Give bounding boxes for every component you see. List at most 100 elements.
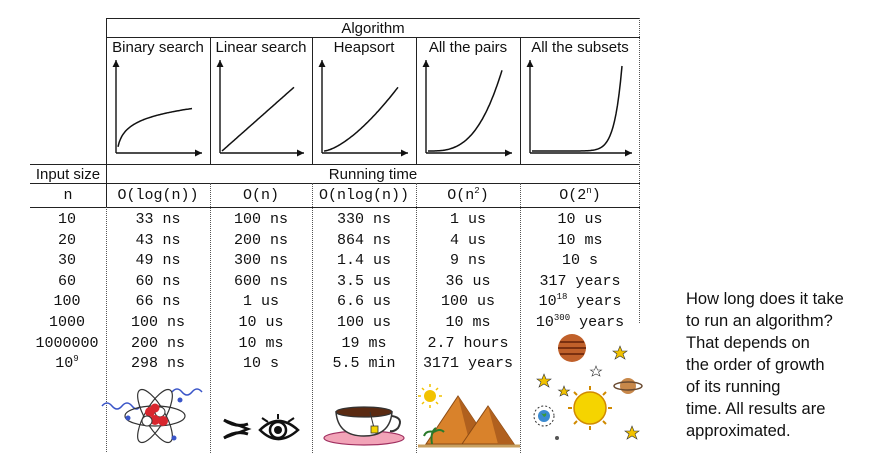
running-time-cell: 9 ns [449, 252, 486, 270]
pyramids-icon [418, 384, 520, 448]
eyes-blink-icon [223, 414, 300, 441]
input-size-value: 10 [57, 211, 76, 228]
running-time-cell: 10 ms [445, 314, 491, 331]
input-size-header: Input size [35, 166, 101, 183]
running-time-cell: 10 us [238, 314, 284, 331]
input-size-base: 10 [55, 355, 74, 373]
caption-line: the order of growth [686, 356, 825, 374]
input-size-exp: 9 [73, 354, 79, 365]
growth-curve [117, 107, 193, 147]
running-time-cell: 33 ns [135, 211, 181, 228]
growth-curve [221, 86, 295, 152]
running-time-cell: 2.7 hours [427, 334, 509, 352]
value-base: 10 [538, 293, 557, 311]
col-divider-3a [416, 37, 417, 164]
value-exp: 300 [553, 313, 571, 323]
n-header: n [63, 187, 73, 204]
growth-curve [323, 86, 399, 152]
solar-system-icon [533, 334, 643, 440]
value-unit: years [567, 293, 622, 311]
col-divider-1b [210, 183, 211, 453]
plot-axes [115, 60, 202, 154]
caption-line: of its running [686, 378, 781, 396]
algorithm-name: Binary search [112, 39, 204, 56]
caption-line: How long does it take [686, 290, 844, 308]
running-time-cell: 1 us [449, 211, 486, 228]
running-time-cell: 200 ns [233, 231, 288, 249]
running-time-cell: 100 ns [130, 314, 185, 331]
algorithm-name: All the subsets [531, 39, 629, 56]
running-time-cell: 10 us [557, 211, 603, 228]
col-divider-3b [416, 183, 417, 453]
input-size-value: 109 [28, 354, 106, 374]
growth-curve-plots [112, 60, 632, 157]
running-time-cell: 49 ns [135, 252, 181, 270]
right-outer-border [639, 18, 640, 323]
running-time-cell: 317 years [539, 272, 621, 290]
complexity-label: O(n) [242, 187, 279, 204]
algorithm-name: Heapsort [333, 39, 395, 56]
running-time-cell: 10 ms [238, 334, 284, 352]
atom-icon [101, 388, 203, 444]
algorithm-name: All the pairs [428, 39, 508, 56]
growth-curve [428, 70, 503, 152]
col-divider-4a [520, 37, 521, 164]
running-time-cell: 100 ns [233, 211, 288, 228]
complexity-exp: n [586, 186, 592, 196]
plot-axes [425, 60, 512, 154]
complexity-base: O(n [447, 187, 475, 204]
caption: How long does it take to run an algorithm… [686, 288, 876, 442]
left-outer-border [106, 18, 107, 208]
running-time-cell: 298 ns [130, 355, 185, 373]
value-unit: years [570, 314, 625, 331]
col-divider-4b [520, 183, 521, 453]
running-time-cell: 5.5 min [332, 355, 396, 373]
input-size-value: 30 [57, 252, 76, 270]
axis-arrowheads [112, 60, 202, 157]
axis-arrowheads [216, 60, 304, 157]
running-time-cell: 36 us [445, 272, 491, 290]
running-time-cell: 3.5 us [336, 272, 391, 290]
running-time-cell: 330 ns [336, 211, 391, 228]
running-time-cell: 100 us [440, 293, 495, 311]
graph-bottom-line [30, 164, 640, 165]
running-time-cell: 1.4 us [336, 252, 391, 270]
running-time-header: Running time [328, 166, 418, 183]
running-time-cell: 200 ns [130, 334, 185, 352]
running-time-cell: 6.6 us [336, 293, 391, 311]
input-size-value: 100 [53, 293, 81, 311]
input-size-value: 1000000 [35, 334, 99, 352]
algorithm-divider [106, 37, 640, 38]
col-divider-2b [312, 183, 313, 453]
axis-arrowheads [526, 60, 632, 157]
value-exp: 18 [556, 292, 568, 303]
plot-axes [321, 60, 408, 154]
col-divider-1 [106, 207, 107, 452]
plot-axes [219, 60, 304, 154]
input-size-value: 20 [57, 231, 76, 249]
running-time-divider [30, 183, 640, 184]
running-time-cell: 4 us [449, 231, 486, 249]
caption-line: to run an algorithm? [686, 312, 833, 330]
complexity-base: O(2 [559, 187, 587, 204]
running-time-cell: 10 s [561, 252, 598, 270]
running-time-cell: 3171 years [422, 355, 513, 373]
complexity-label: O(n2) [416, 186, 520, 206]
plot-axes [529, 60, 632, 154]
top-border [106, 18, 640, 19]
running-time-cell: 100 us [336, 314, 391, 331]
input-size-value: 60 [57, 272, 76, 290]
running-time-cell: 10300 years [520, 313, 640, 333]
input-size-value: 1000 [48, 314, 85, 331]
col-divider-1a [210, 37, 211, 164]
running-time-cell: 66 ns [135, 293, 181, 311]
caption-line: time. All results are [686, 400, 826, 418]
complexity-label: O(2n) [520, 186, 640, 206]
algorithm-header: Algorithm [341, 20, 405, 37]
growth-curve [532, 65, 623, 152]
caption-line: That depends on [686, 334, 810, 352]
running-time-cell: 43 ns [135, 231, 181, 249]
running-time-cell: 600 ns [233, 272, 288, 290]
complexity-end: ) [479, 187, 489, 204]
running-time-cell: 60 ns [135, 272, 181, 290]
